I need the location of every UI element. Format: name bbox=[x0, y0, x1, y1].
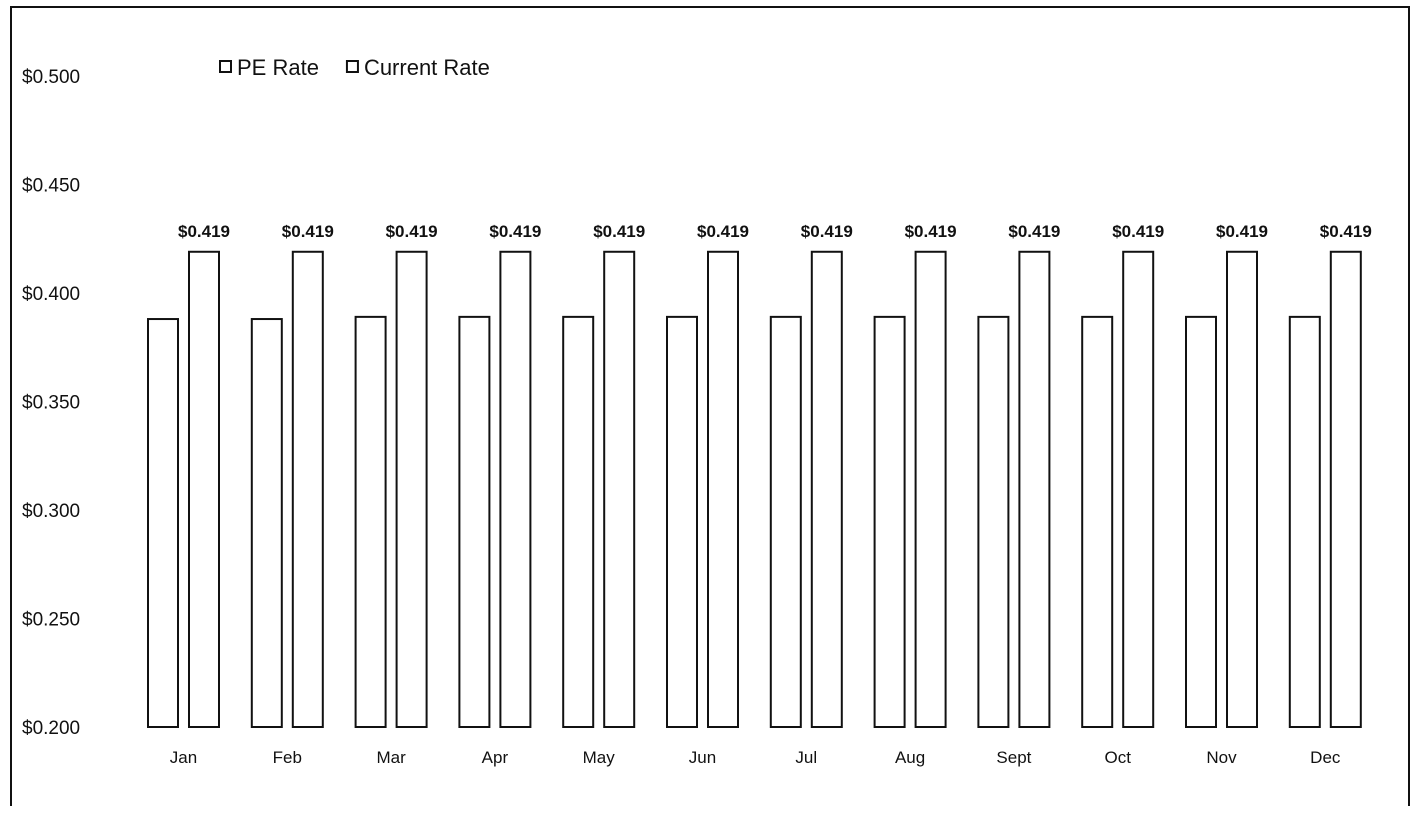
bar-pe-rate bbox=[1288, 315, 1321, 728]
bar-current-rate bbox=[914, 250, 947, 729]
x-tick-label: Jun bbox=[689, 748, 716, 767]
x-tick-label: Apr bbox=[482, 748, 509, 767]
bar-current-rate bbox=[188, 250, 220, 729]
data-label: $0.419 bbox=[386, 222, 438, 241]
y-tick-label: $0.200 bbox=[22, 718, 80, 739]
x-tick-label: Jan bbox=[170, 748, 197, 767]
y-tick-label: $0.250 bbox=[22, 610, 80, 631]
x-axis-ticks: Jan Feb Mar Apr May Jun Jul Aug Sept Oct Nov Dec bbox=[170, 748, 1341, 767]
data-label: $0.419 bbox=[1216, 222, 1268, 241]
chart-frame: $0.500 $0.450 $0.400 $0.350 $0.300 $0.250 $0.2… bbox=[10, 6, 1410, 806]
bar-pe-rate bbox=[1185, 315, 1217, 728]
bar-current-rate bbox=[1122, 250, 1155, 729]
bar-current-rate bbox=[1226, 250, 1258, 729]
data-label: $0.419 bbox=[593, 222, 645, 241]
y-tick-label: $0.400 bbox=[22, 284, 80, 305]
x-tick-label: Aug bbox=[895, 748, 925, 767]
bar-chart: $0.500 $0.450 $0.400 $0.350 $0.300 $0.250 $0.2… bbox=[22, 55, 1372, 767]
data-label: $0.419 bbox=[178, 222, 230, 241]
bar-current-rate bbox=[1329, 250, 1362, 729]
x-tick-label: Dec bbox=[1310, 748, 1341, 767]
data-label: $0.419 bbox=[282, 222, 334, 241]
data-labels: $0.419 $0.419 $0.419 $0.419 $0.419 $0.419 $0.4… bbox=[178, 222, 1372, 241]
bar-pe-rate bbox=[562, 315, 595, 728]
bar-pe-rate bbox=[873, 315, 906, 728]
legend-label: Current Rate bbox=[364, 55, 490, 80]
y-axis-ticks: $0.500 $0.450 $0.400 $0.350 $0.300 $0.250 $0.2… bbox=[22, 67, 80, 739]
bar-pe-rate bbox=[354, 315, 387, 728]
data-label: $0.419 bbox=[1320, 222, 1372, 241]
bar-pe-rate bbox=[769, 315, 802, 728]
data-label: $0.419 bbox=[905, 222, 957, 241]
data-label: $0.419 bbox=[1112, 222, 1164, 241]
bar-current-rate bbox=[499, 250, 532, 729]
bar-current-rate bbox=[291, 250, 324, 729]
legend-swatch bbox=[345, 60, 359, 73]
bar-current-rate bbox=[1018, 250, 1051, 729]
bar-current-rate bbox=[707, 250, 739, 729]
bar-pe-rate bbox=[250, 318, 283, 728]
legend-swatch bbox=[219, 60, 232, 73]
x-tick-label: Mar bbox=[376, 748, 406, 767]
x-tick-label: Nov bbox=[1206, 748, 1237, 767]
data-label: $0.419 bbox=[697, 222, 749, 241]
x-tick-label: Feb bbox=[273, 748, 302, 767]
bar-current-rate bbox=[603, 250, 636, 729]
data-label: $0.419 bbox=[1008, 222, 1060, 241]
y-tick-label: $0.500 bbox=[22, 67, 80, 88]
x-tick-label: May bbox=[583, 748, 616, 767]
bar-pe-rate bbox=[147, 318, 179, 728]
bar-pe-rate bbox=[977, 315, 1010, 728]
x-tick-label: Jul bbox=[795, 748, 817, 767]
bars bbox=[147, 250, 1362, 729]
x-tick-label: Sept bbox=[996, 748, 1031, 767]
y-tick-label: $0.300 bbox=[22, 501, 80, 522]
data-label: $0.419 bbox=[489, 222, 541, 241]
bar-pe-rate bbox=[666, 315, 698, 728]
legend-label: PE Rate bbox=[237, 55, 319, 80]
bar-pe-rate bbox=[458, 315, 491, 728]
x-tick-label: Oct bbox=[1104, 748, 1131, 767]
legend: PE Rate Current Rate bbox=[219, 55, 490, 80]
bar-current-rate bbox=[810, 250, 843, 729]
y-tick-label: $0.450 bbox=[22, 176, 80, 197]
bar-current-rate bbox=[395, 250, 428, 729]
y-tick-label: $0.350 bbox=[22, 393, 80, 414]
data-label: $0.419 bbox=[801, 222, 853, 241]
bar-pe-rate bbox=[1081, 315, 1114, 728]
